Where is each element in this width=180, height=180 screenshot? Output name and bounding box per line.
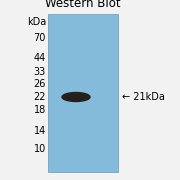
Text: 33: 33 xyxy=(34,67,46,77)
Text: 18: 18 xyxy=(34,105,46,115)
Text: 70: 70 xyxy=(34,33,46,43)
Text: 44: 44 xyxy=(34,53,46,63)
Text: Western Blot: Western Blot xyxy=(45,0,121,10)
Text: kDa: kDa xyxy=(27,17,46,27)
Text: 14: 14 xyxy=(34,126,46,136)
Ellipse shape xyxy=(62,93,90,102)
Text: 10: 10 xyxy=(34,144,46,154)
Text: 22: 22 xyxy=(33,92,46,102)
Text: ← 21kDa: ← 21kDa xyxy=(122,92,165,102)
Text: 26: 26 xyxy=(34,79,46,89)
FancyBboxPatch shape xyxy=(48,14,118,172)
